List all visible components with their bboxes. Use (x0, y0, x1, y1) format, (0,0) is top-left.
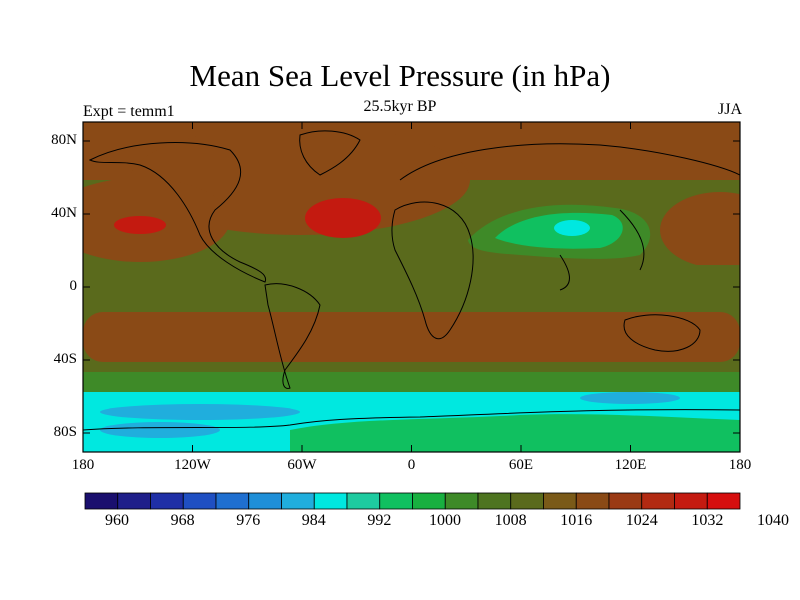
greenland-coast (299, 130, 361, 176)
antarctica-coast (83, 409, 740, 431)
colorbar-label: 1040 (757, 512, 789, 529)
field-asia-low-core (554, 220, 590, 236)
colorbar-label: 1000 (429, 512, 461, 529)
colorbar-swatch (150, 492, 184, 510)
lon-label-0: 0 (407, 457, 416, 473)
south-america-coast (264, 283, 321, 389)
lon-label-180w: 180 (71, 457, 95, 473)
colorbar-swatch (477, 492, 512, 510)
colorbar-swatch (608, 492, 643, 510)
field-antarctic-interior (290, 414, 740, 452)
lon-label-180e: 180 (728, 457, 752, 473)
colorbar-swatch (706, 492, 741, 510)
colorbar-label: 960 (105, 512, 129, 529)
chart-subtitle: 25.5kyr BP (363, 98, 437, 115)
colorbar-swatch (575, 492, 610, 510)
colorbar-swatch (346, 492, 381, 510)
colorbar-swatch (510, 492, 544, 510)
north-america-coast (88, 142, 267, 283)
colorbar-swatch (641, 492, 675, 510)
field-tropics (83, 265, 740, 310)
field-pacific-high-core (114, 216, 166, 234)
lon-label-120e: 120E (614, 457, 647, 473)
colorbar-label: 1008 (494, 512, 527, 529)
colorbar-label: 968 (170, 512, 195, 529)
australia-coast (623, 314, 701, 352)
colorbar-swatch (84, 492, 119, 510)
colorbar-label: 976 (236, 512, 261, 529)
colorbar-swatch (248, 492, 282, 510)
colorbar-label: 992 (367, 512, 392, 529)
pressure-field (83, 122, 740, 452)
eurasia-coast (399, 143, 740, 291)
lat-label-40n: 40N (51, 205, 77, 221)
coastlines (83, 130, 740, 431)
colorbar-swatch (379, 492, 413, 510)
colorbar-swatch (182, 492, 217, 510)
lon-ticks (82, 122, 741, 452)
colorbar-swatch (117, 492, 151, 510)
africa-coast (391, 201, 474, 340)
colorbar-swatch (281, 492, 315, 510)
colorbar-label: 1024 (625, 512, 658, 529)
lon-label-60w: 60W (287, 457, 317, 473)
field-antarctic-low-3 (100, 422, 220, 438)
colorbar-swatch (444, 492, 479, 510)
lat-label-80s: 80S (53, 424, 77, 440)
lat-label-80n: 80N (51, 132, 77, 148)
chart-title: Mean Sea Level Pressure (in hPa) (189, 58, 611, 93)
lat-label-40s: 40S (53, 351, 77, 367)
field-antarctic-low-2 (580, 392, 680, 404)
field-southern-high-belt (83, 312, 740, 362)
colorbar-swatch (543, 492, 577, 510)
field-atlantic-high-core (305, 198, 381, 238)
colorbar (84, 492, 741, 510)
lon-label-120w: 120W (174, 457, 211, 473)
experiment-label: Expt = temm1 (83, 103, 175, 120)
season-label: JJA (717, 101, 742, 118)
field-pacific-high-east-outer (660, 192, 740, 268)
colorbar-swatch (674, 492, 708, 510)
lon-label-60e: 60E (508, 457, 534, 473)
colorbar-label: 1032 (691, 512, 724, 529)
colorbar-swatch (313, 492, 348, 510)
lat-ticks (83, 140, 740, 434)
colorbar-swatch (215, 492, 250, 510)
lat-label-0: 0 (69, 278, 78, 294)
colorbar-label: 1016 (560, 512, 593, 529)
field-antarctic-low-1 (100, 404, 300, 420)
colorbar-label: 984 (301, 512, 326, 529)
colorbar-swatch (412, 492, 446, 510)
